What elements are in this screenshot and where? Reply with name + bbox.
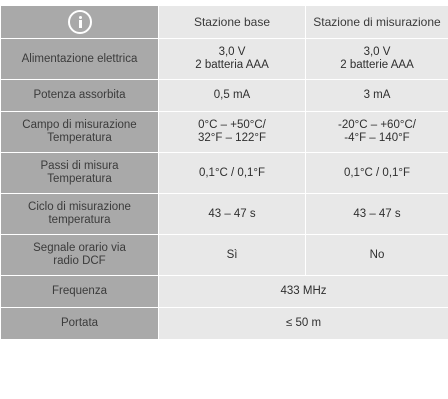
cell-text-line: -20°C – +60°C/ <box>338 119 416 131</box>
cell-text-line: Passi di misura <box>40 160 119 172</box>
cell-text-line: Temperatura <box>47 132 112 144</box>
table-row: Segnale orario via radio DCF Sì No <box>0 234 448 276</box>
table-row: Ciclo di misurazione temperatura 43 – 47 s… <box>0 193 448 235</box>
cell-text-line: Potenza assorbita <box>33 89 126 101</box>
cell-text-line: 433 MHz <box>280 285 327 297</box>
cell-text-line: No <box>369 248 385 261</box>
row-label: Campo di misurazione Temperatura <box>0 111 159 153</box>
row-label: Ciclo di misurazione temperatura <box>0 193 159 235</box>
base-station-value: 0°C – +50°C/32°F – 122°F <box>158 111 306 153</box>
row-label: Passi di misura Temperatura <box>0 152 159 194</box>
cell-text-line: 3 mA <box>363 89 391 101</box>
cell-text-line: Alimentazione elettrica <box>21 52 138 65</box>
base-station-value: Sì <box>158 234 306 276</box>
cell-text-line: radio DCF <box>53 255 106 267</box>
measuring-station-value: 3 mA <box>305 79 448 112</box>
cell-text-line: ≤ 50 m <box>285 317 322 329</box>
cell-text-line: -4°F – 140°F <box>344 132 410 144</box>
measuring-station-value: 43 – 47 s <box>305 193 448 235</box>
cell-text-line: 3,0 V <box>218 46 246 58</box>
measuring-station-value: No <box>305 234 448 276</box>
cell-text-line: Ciclo di misurazione <box>28 201 131 213</box>
cell-text-line: Portata <box>60 317 99 329</box>
cell-text-line: 43 – 47 s <box>208 207 256 220</box>
table-row: Campo di misurazione Temperatura 0°C – +50… <box>0 111 448 153</box>
table-row: Portata ≤ 50 m <box>0 307 448 340</box>
shared-value-cell: 433 MHz <box>158 275 448 308</box>
cell-text-line: Campo di misurazione <box>22 119 137 131</box>
specifications-table: Stazione base Stazione di misurazione Al… <box>0 5 448 340</box>
table-row: Potenza assorbita 0,5 mA 3 mA <box>0 79 448 112</box>
cell-text-line: temperatura <box>48 214 111 226</box>
shared-value-cell: ≤ 50 m <box>158 307 448 340</box>
cell-text-line: Segnale orario via <box>33 242 126 254</box>
header-measuring-station: Stazione di misurazione <box>305 5 448 39</box>
cell-text-line: 2 batterie AAA <box>340 59 414 71</box>
cell-text-line: Sì <box>226 248 238 261</box>
header-base-station: Stazione base <box>158 5 306 39</box>
cell-text-line: Temperatura <box>47 173 112 185</box>
measuring-station-value: 0,1°C / 0,1°F <box>305 152 448 194</box>
row-label: Alimentazione elettrica <box>0 38 159 80</box>
cell-text-line: 0,5 mA <box>213 89 251 101</box>
base-station-value: 43 – 47 s <box>158 193 306 235</box>
cell-text-line: Frequenza <box>52 285 107 297</box>
table-row: Frequenza 433 MHz <box>0 275 448 308</box>
row-label: Frequenza <box>0 275 159 308</box>
base-station-value: 0,1°C / 0,1°F <box>158 152 306 194</box>
cell-text-line: 2 batteria AAA <box>195 59 269 71</box>
cell-text-line: 32°F – 122°F <box>197 132 266 144</box>
row-label: Potenza assorbita <box>0 79 159 112</box>
table-row: Passi di misura Temperatura 0,1°C / 0,1°F 0… <box>0 152 448 194</box>
cell-text-line: 43 – 47 s <box>353 207 401 220</box>
row-label: Portata <box>0 307 159 340</box>
cell-text-line: 0,1°C / 0,1°F <box>198 166 266 179</box>
cell-text-line: 0°C – +50°C/ <box>198 119 266 131</box>
info-icon <box>67 10 92 34</box>
cell-text-line: 0,1°C / 0,1°F <box>343 166 411 179</box>
base-station-value: 0,5 mA <box>158 79 306 112</box>
cell-text-line: 3,0 V <box>363 46 391 58</box>
measuring-station-value: -20°C – +60°C/-4°F – 140°F <box>305 111 448 153</box>
row-label: Segnale orario via radio DCF <box>0 234 159 276</box>
table-header-row: Stazione base Stazione di misurazione <box>0 5 448 39</box>
header-icon-cell <box>0 5 159 39</box>
